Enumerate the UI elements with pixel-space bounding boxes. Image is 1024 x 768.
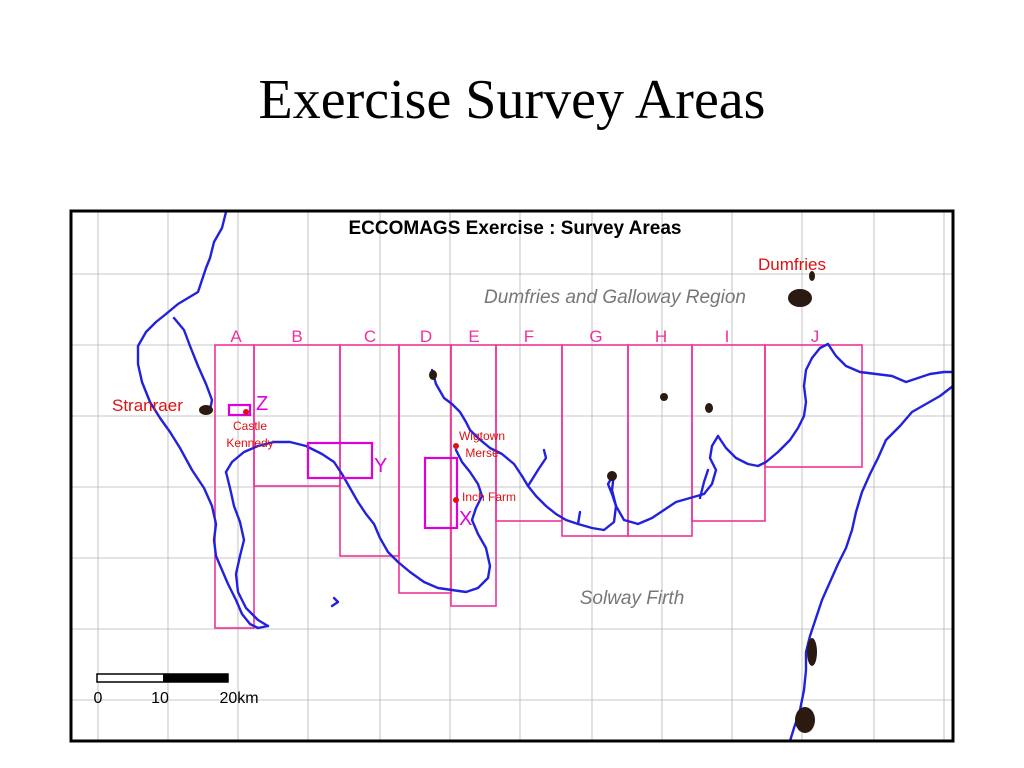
column-label-e: E (468, 327, 479, 346)
town-label-dumfries: Dumfries (758, 255, 826, 274)
place-label-wigtown: Wigtown (459, 429, 505, 443)
column-label-f: F (524, 327, 534, 346)
wigtown-merse-marker (453, 443, 459, 449)
coastline (136, 210, 955, 743)
dumfries-blob (788, 289, 812, 307)
site-label-y: Y (374, 455, 387, 477)
town-blobs (199, 271, 817, 733)
column-label-d: D (420, 327, 432, 346)
column-label-b: B (291, 327, 302, 346)
map-title: ECCOMAGS Exercise : Survey Areas (348, 218, 681, 239)
column-label-h: H (655, 327, 667, 346)
castle-kennedy-marker (243, 409, 249, 415)
site-z-box (227, 403, 252, 417)
stranraer-blob (199, 405, 213, 415)
region-label: Dumfries and Galloway Region (484, 287, 746, 308)
place-markers (243, 409, 459, 503)
map-grid (71, 211, 953, 741)
scale-label-10: 10 (151, 690, 169, 707)
column-label-j: J (811, 327, 820, 346)
town-label-stranraer: Stranraer (112, 396, 183, 415)
column-label-g: G (589, 327, 602, 346)
place-label-kennedy: Kennedy (226, 436, 273, 450)
scale-label-0: 0 (94, 690, 103, 707)
slide-title: Exercise Survey Areas (258, 69, 766, 131)
column-label-i: I (725, 327, 730, 346)
map-frame (69, 209, 955, 743)
inch-farm-marker (453, 497, 459, 503)
column-label-a: A (230, 327, 242, 346)
place-label-inch-farm: Inch Farm (462, 490, 516, 504)
site-x-box (423, 456, 459, 530)
scale-bar: 0 10 20km (94, 673, 259, 707)
place-label-merse: Merse (465, 446, 499, 460)
survey-area-strips (214, 344, 863, 629)
sea-label: Solway Firth (580, 588, 685, 609)
site-y-box (306, 441, 374, 480)
exercise-sites (227, 403, 459, 530)
survey-area-j (764, 344, 863, 468)
site-label-z: Z (256, 393, 268, 415)
site-label-x: X (459, 508, 472, 530)
place-label-castle: Castle (233, 419, 267, 433)
column-label-c: C (364, 327, 376, 346)
scale-label-20km: 20km (219, 690, 258, 707)
